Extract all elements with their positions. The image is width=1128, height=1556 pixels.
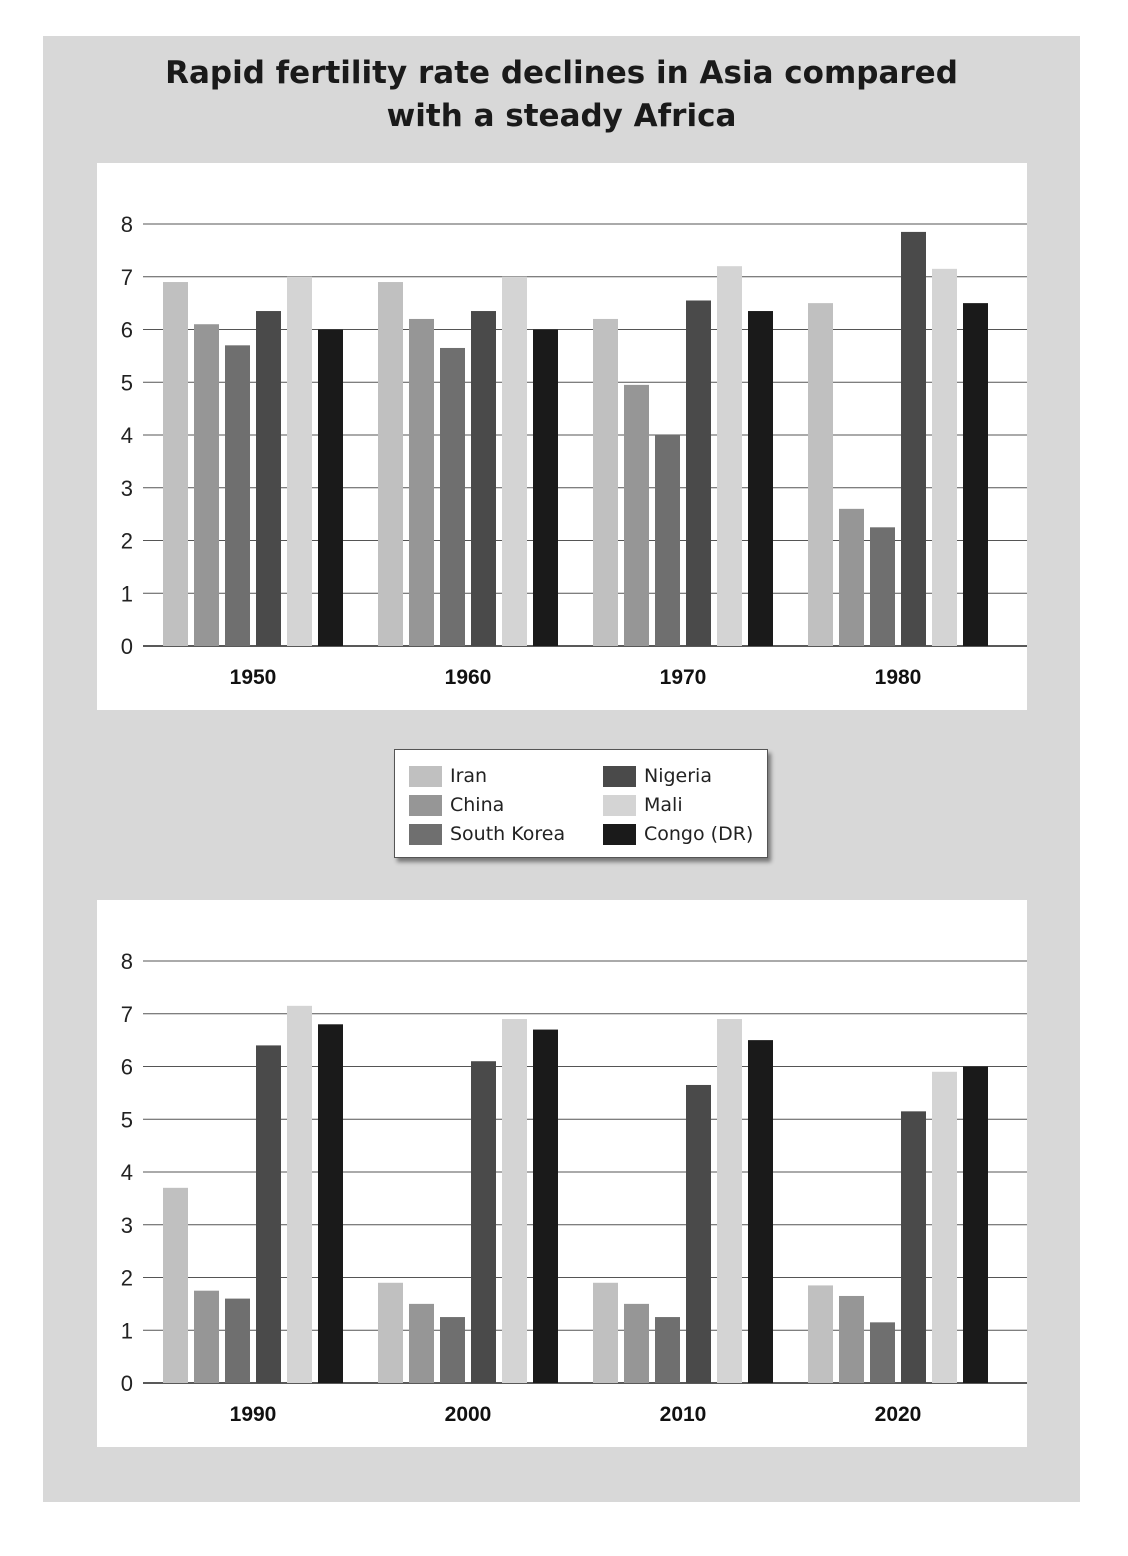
bar	[686, 1084, 711, 1383]
bar	[963, 303, 988, 646]
x-tick-label: 1970	[660, 666, 707, 689]
y-tick-label: 2	[121, 529, 133, 554]
bar	[686, 300, 711, 646]
bar	[593, 318, 618, 646]
y-tick-label: 6	[121, 1055, 133, 1080]
bar	[194, 1290, 219, 1383]
y-tick-label: 8	[121, 949, 133, 974]
bar	[839, 1295, 864, 1383]
chart-panel-top: 0 1 2 3 4 5 6 7 8 1950 1960 1970 1980	[97, 163, 1027, 710]
y-tick-label: 4	[121, 423, 133, 448]
bar	[287, 1005, 312, 1383]
bar	[502, 276, 527, 646]
y-tick-label: 5	[121, 1107, 133, 1132]
y-tick-label: 3	[121, 476, 133, 501]
bar	[502, 1019, 527, 1383]
bar	[717, 266, 742, 646]
bar	[318, 1024, 343, 1383]
bar	[932, 1071, 957, 1383]
bar	[440, 1317, 465, 1383]
bar	[901, 231, 926, 646]
legend-label: Iran	[450, 765, 488, 787]
legend-item: China	[409, 793, 504, 817]
y-tick-label: 7	[121, 265, 133, 290]
x-tick-label: 1960	[445, 666, 492, 689]
bar	[624, 384, 649, 646]
bar	[471, 311, 496, 646]
bar	[225, 345, 250, 646]
y-tick-label: 8	[121, 212, 133, 237]
bar	[870, 1322, 895, 1383]
bar	[593, 1282, 618, 1383]
y-tick-label: 3	[121, 1213, 133, 1238]
y-tick-label: 0	[121, 634, 133, 659]
chart-title: Rapid fertility rate declines in Asia co…	[165, 55, 958, 134]
bar	[256, 311, 281, 646]
bar	[655, 435, 680, 646]
bar	[378, 282, 403, 646]
legend-swatch	[409, 794, 442, 816]
bar	[194, 324, 219, 646]
y-tick-label: 1	[121, 1318, 133, 1343]
bar	[533, 329, 558, 646]
bar	[256, 1045, 281, 1383]
legend-item: South Korea	[409, 822, 565, 846]
bar	[318, 329, 343, 646]
legend-item: Mali	[603, 793, 683, 817]
bar	[378, 1282, 403, 1383]
legend-swatch	[603, 794, 636, 816]
bar	[163, 1187, 188, 1383]
bar	[901, 1111, 926, 1383]
y-tick-label: 2	[121, 1266, 133, 1291]
bar	[440, 347, 465, 646]
bar-chart-top: 0 1 2 3 4 5 6 7 8 1950 1960 1970 1980	[121, 212, 1027, 689]
y-tick-label: 0	[121, 1371, 133, 1396]
legend-label: Congo (DR)	[644, 823, 754, 845]
x-tick-label: 1950	[230, 666, 277, 689]
x-tick-label: 2000	[445, 1403, 492, 1426]
bar	[655, 1317, 680, 1383]
bar	[717, 1019, 742, 1383]
bar	[409, 318, 434, 646]
bar	[624, 1303, 649, 1383]
y-tick-label: 4	[121, 1160, 133, 1185]
bar-chart-bottom: 0 1 2 3 4 5 6 7 8 1990 2000 2010 2020	[121, 949, 1027, 1426]
legend: Iran China South Korea Nigeria Mali Cong…	[394, 749, 768, 858]
legend-label: Nigeria	[644, 765, 712, 787]
x-tick-label: 2010	[660, 1403, 707, 1426]
bar	[932, 268, 957, 646]
y-tick-label: 6	[121, 318, 133, 343]
bar	[163, 282, 188, 646]
legend-label: South Korea	[450, 823, 566, 845]
chart-panel-bottom: 0 1 2 3 4 5 6 7 8 1990 2000 2010 2020	[97, 900, 1027, 1447]
legend-swatch	[409, 823, 442, 845]
bar	[471, 1061, 496, 1383]
legend-swatch	[603, 765, 636, 787]
y-tick-label: 7	[121, 1002, 133, 1027]
bar	[963, 1066, 988, 1383]
bar	[808, 303, 833, 646]
legend-item: Congo (DR)	[603, 822, 753, 846]
bar	[748, 311, 773, 646]
bar	[748, 1040, 773, 1383]
bar	[839, 508, 864, 646]
x-tick-label: 1980	[875, 666, 922, 689]
bar	[409, 1303, 434, 1383]
bar	[287, 276, 312, 646]
y-tick-label: 5	[121, 370, 133, 395]
x-tick-label: 1990	[230, 1403, 277, 1426]
legend-label: Mali	[644, 794, 683, 816]
legend-item: Iran	[409, 764, 487, 788]
bar	[533, 1029, 558, 1383]
legend-swatch	[409, 765, 442, 787]
y-tick-label: 1	[121, 581, 133, 606]
bar	[225, 1298, 250, 1383]
bar	[808, 1285, 833, 1383]
legend-label: China	[450, 794, 505, 816]
legend-swatch	[603, 823, 636, 845]
legend-item: Nigeria	[603, 764, 712, 788]
bar	[870, 527, 895, 646]
x-tick-label: 2020	[875, 1403, 922, 1426]
